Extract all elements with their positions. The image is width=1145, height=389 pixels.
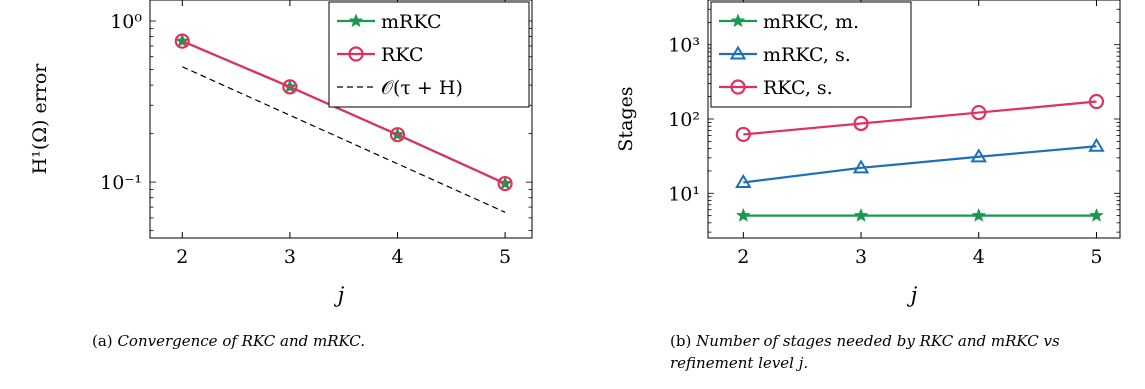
- series-point: [497, 175, 513, 192]
- legend-entry: RKC, s.: [763, 77, 833, 99]
- caption-a-label: (a): [92, 332, 113, 350]
- series-point: [1089, 208, 1104, 222]
- series-point: [282, 79, 298, 95]
- caption-b-label: (b): [670, 332, 692, 350]
- x-axis-label: j: [334, 283, 345, 307]
- y-tick-label: 10⁻¹: [100, 172, 142, 194]
- legend-marker: [730, 13, 746, 28]
- series-point: [174, 33, 190, 49]
- legend-marker: [729, 45, 747, 60]
- x-tick-label: 3: [855, 246, 867, 268]
- series-point: [175, 33, 190, 48]
- legend-marker: [730, 79, 746, 95]
- series-point: [852, 159, 870, 174]
- series-point: [853, 208, 869, 222]
- series-point: [389, 127, 406, 143]
- legend-marker: [348, 13, 364, 28]
- caption-b-text: Number of stages needed by RKC and mRKC …: [670, 332, 1060, 372]
- series-point: [735, 126, 751, 143]
- x-tick-label: 4: [973, 246, 985, 268]
- chart-b: 2 3 4 5 10¹ 10² 10³ j Stages mRKC, m. mRKC, s. RKC,…: [615, 0, 1121, 307]
- legend-entry: RKC: [381, 44, 424, 66]
- series-line: [182, 66, 506, 213]
- legend-marker: [348, 46, 364, 62]
- legend: mRKC, m. mRKC, s. RKC, s.: [710, 1, 912, 108]
- y-axis-label: H¹(Ω) error: [29, 63, 51, 175]
- chart-a: 2 3 4 5 10⁰ 10⁻¹ j H¹(Ω) error mRKC RKC 𝒪(τ + H): [29, 0, 533, 307]
- series-point: [971, 104, 987, 121]
- x-tick-label: 5: [1090, 246, 1102, 268]
- x-tick-label: 2: [176, 246, 188, 268]
- series-line: [181, 40, 506, 185]
- legend-entry: mRKC: [381, 11, 442, 33]
- y-tick-label: 10¹: [668, 183, 700, 205]
- series-line: [743, 100, 1097, 136]
- series-point: [971, 208, 986, 222]
- y-tick-label: 10³: [668, 35, 700, 57]
- series-point: [736, 208, 751, 222]
- series-line: [743, 145, 1097, 184]
- legend-entry: mRKC, m.: [763, 11, 859, 33]
- x-tick-label: 4: [391, 246, 403, 268]
- legend: mRKC RKC 𝒪(τ + H): [328, 1, 530, 108]
- legend-entry: mRKC, s.: [763, 44, 851, 66]
- series-point: [1088, 137, 1105, 152]
- series-point: [970, 148, 987, 163]
- series-point: [1088, 93, 1105, 110]
- y-axis-label: Stages: [615, 86, 637, 151]
- series-point: [853, 115, 869, 132]
- x-axis-label: j: [907, 283, 918, 307]
- x-tick-label: 5: [499, 246, 511, 268]
- legend-entry: 𝒪(τ + H): [381, 77, 463, 99]
- y-tick-label: 10²: [668, 109, 700, 131]
- caption-b: (b) Number of stages needed by RKC and m…: [670, 330, 1140, 374]
- caption-a-text: Convergence of RKC and mRKC.: [117, 332, 366, 350]
- x-tick-label: 2: [737, 246, 749, 268]
- series-point: [735, 173, 752, 188]
- caption-a: (a) Convergence of RKC and mRKC.: [92, 330, 512, 352]
- x-tick-label: 3: [284, 246, 296, 268]
- plot-frame: [149, 0, 533, 239]
- y-tick-label: 10⁰: [110, 11, 142, 33]
